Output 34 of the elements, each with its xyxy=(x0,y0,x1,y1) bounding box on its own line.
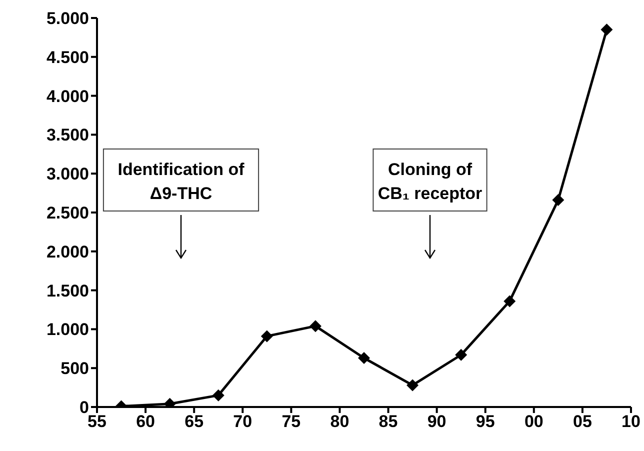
x-tick-label: 05 xyxy=(572,412,592,432)
x-tick-label: 95 xyxy=(476,412,495,432)
y-tick-label: 3.000 xyxy=(46,164,89,184)
y-tick-label: 4.000 xyxy=(46,86,89,106)
point xyxy=(309,320,322,332)
x-tick-label: 00 xyxy=(524,412,544,432)
x-tick-label: 80 xyxy=(330,412,350,432)
point xyxy=(552,194,564,206)
point xyxy=(455,348,468,361)
x-tick-label: 90 xyxy=(427,412,446,432)
x-tick-label: 55 xyxy=(88,412,106,432)
x-tick-label: 65 xyxy=(184,412,204,432)
annotation: Identification of Δ9-THC xyxy=(118,160,245,203)
y-tick-label: 4.500 xyxy=(46,48,89,67)
x-tick-label: 10 xyxy=(622,412,640,432)
annotation: Cloning of CB₁ receptor xyxy=(378,160,483,203)
point xyxy=(212,389,224,402)
y-tick-label: 5.000 xyxy=(46,9,89,28)
x-tick-label: 60 xyxy=(136,412,156,432)
y-tick-label: 3.500 xyxy=(46,126,89,145)
y-tick-label: 1.500 xyxy=(46,281,89,300)
x-tick-label: 75 xyxy=(282,412,301,432)
y-tick-label: 1.000 xyxy=(46,320,89,340)
x-tick-label: 70 xyxy=(233,412,252,432)
point xyxy=(406,379,419,392)
point xyxy=(504,295,516,308)
y-tick-label: 2.000 xyxy=(46,242,89,262)
x-tick-label: 85 xyxy=(378,412,398,432)
point xyxy=(600,24,613,36)
y-tick-label: 0 xyxy=(80,398,89,418)
point xyxy=(260,330,273,342)
y-tick-label: 500 xyxy=(60,359,89,378)
y-tick-label: 2.500 xyxy=(46,204,89,223)
point xyxy=(358,352,370,364)
